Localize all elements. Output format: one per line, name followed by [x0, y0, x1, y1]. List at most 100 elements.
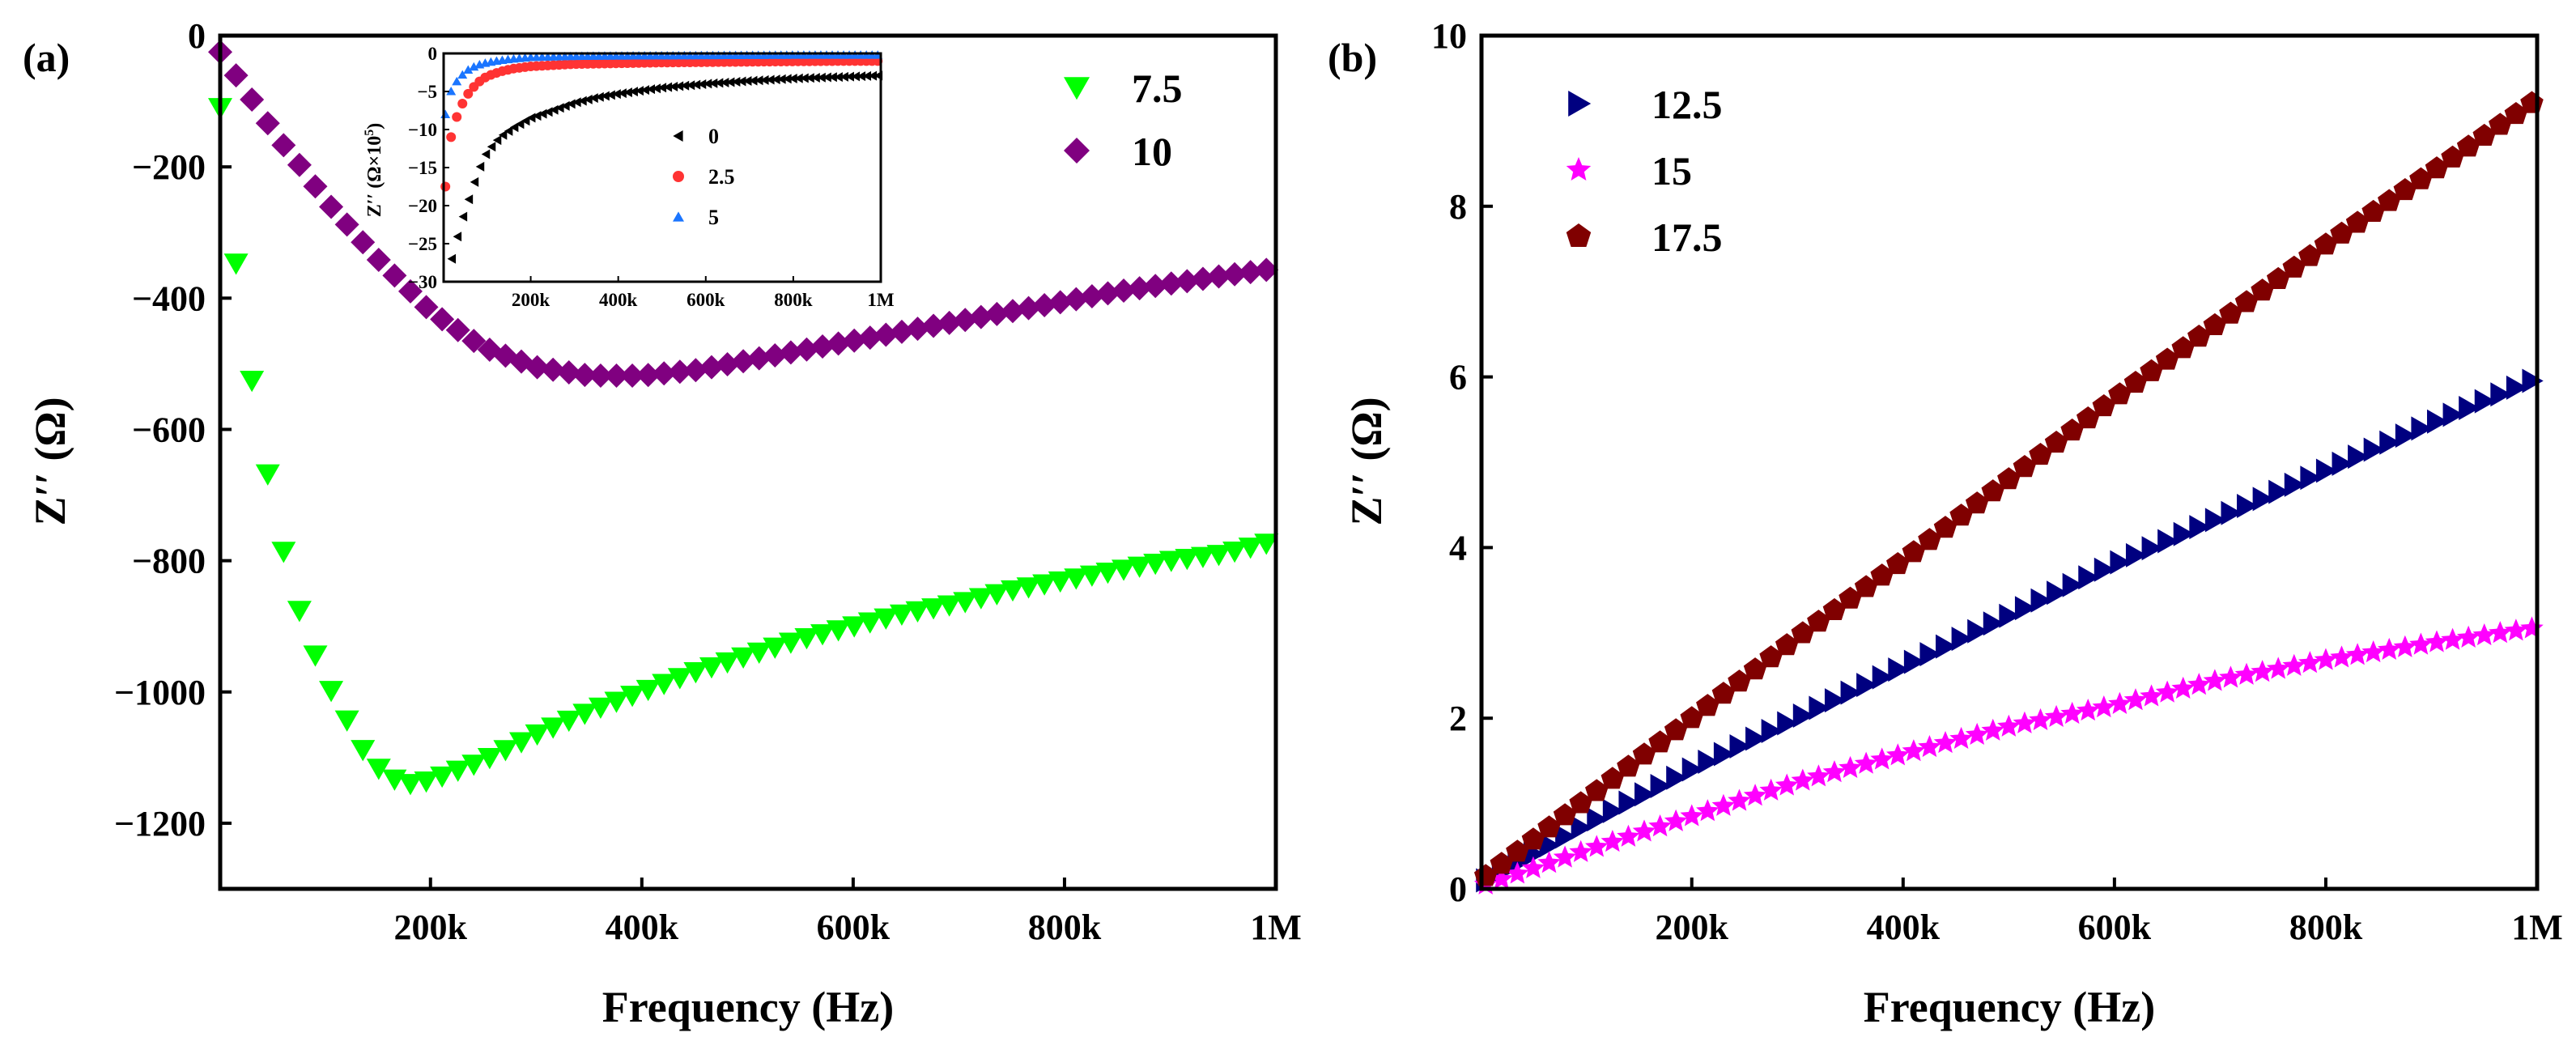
- data-point-10: [921, 313, 946, 338]
- legend-label-0: 0: [708, 125, 719, 148]
- data-point-17-5: [2155, 347, 2179, 370]
- data-point-7-5: [1095, 562, 1120, 584]
- data-point-10: [1079, 284, 1104, 309]
- data-point-12-5: [2379, 430, 2401, 455]
- data-point-17-5: [1822, 597, 1847, 621]
- data-point-0: [823, 72, 831, 83]
- data-point-15: [2013, 711, 2037, 733]
- data-point-0: [663, 82, 673, 92]
- data-point-17-5: [1537, 815, 1561, 838]
- data-point-7-5: [889, 604, 914, 627]
- legend-marker-15: [1566, 157, 1592, 181]
- panel-a-plot-frame: [218, 33, 1278, 891]
- y-tick-label: 4: [1449, 528, 1467, 567]
- data-point-10: [968, 304, 993, 329]
- data-point-17-5: [2187, 325, 2211, 347]
- panel-b-legend: 12.5 15 17.5: [1566, 82, 1723, 260]
- y-tick-label: −25: [408, 234, 437, 254]
- data-point-12-5: [2315, 458, 2338, 483]
- data-point-7-5: [857, 612, 882, 634]
- data-point-17-5: [2520, 91, 2544, 113]
- data-point-7-5: [842, 616, 867, 638]
- data-point-12-5: [2125, 542, 2148, 567]
- data-point-10: [414, 295, 439, 320]
- data-point-12-5: [2459, 396, 2480, 421]
- data-point-12-5: [1936, 634, 1958, 659]
- data-point-0: [475, 161, 485, 172]
- data-point-10: [303, 174, 328, 199]
- data-point-0: [868, 70, 878, 81]
- data-point-15: [1775, 773, 1799, 796]
- data-point-15: [1648, 814, 1672, 837]
- data-point-12-5: [2030, 588, 2052, 613]
- data-point-15: [2409, 632, 2433, 655]
- data-point-10: [1254, 257, 1279, 283]
- data-point-10: [240, 87, 265, 113]
- data-point-15: [1617, 824, 1640, 847]
- data-point-12-5: [1903, 649, 1926, 674]
- data-point-0: [862, 70, 872, 81]
- data-point-0: [578, 96, 587, 106]
- data-point-10: [1143, 274, 1168, 299]
- legend-label-2-5: 2.5: [708, 165, 735, 189]
- data-point-15: [2219, 665, 2242, 688]
- data-point-10: [223, 63, 249, 88]
- data-point-12-5: [2363, 437, 2385, 462]
- data-point-2-5: [457, 99, 468, 109]
- data-point-7-5: [255, 464, 280, 486]
- data-point-15: [1902, 739, 1926, 762]
- data-point-10: [1190, 266, 1215, 291]
- data-point-12-5: [1729, 733, 1751, 759]
- data-point-12-5: [1919, 642, 1941, 667]
- data-point-17-5: [1838, 586, 1862, 609]
- data-point-7-5: [541, 717, 566, 739]
- data-point-0: [731, 76, 741, 87]
- data-point-7-5: [1158, 550, 1184, 572]
- data-point-10: [810, 334, 835, 359]
- legend-marker-10: [1064, 138, 1090, 164]
- data-point-17-5: [1553, 803, 1577, 826]
- data-point-17-5: [2234, 290, 2259, 312]
- x-tick-label: 800k: [774, 290, 813, 310]
- data-point-7-5: [683, 662, 708, 684]
- panel-a-legend: 7.510: [1064, 66, 1183, 174]
- data-point-12-5: [2411, 416, 2433, 441]
- data-point-15: [1521, 856, 1545, 878]
- data-point-12-5: [2062, 572, 2084, 597]
- data-point-7-5: [731, 647, 756, 669]
- data-point-15: [1664, 809, 1688, 831]
- data-point-15: [2171, 676, 2195, 699]
- data-point-0: [760, 74, 769, 85]
- data-point-7-5: [1254, 533, 1279, 555]
- inset-chart: 200k 400k 600k 800k 1M 0 −5 −10 −15 −20 −25 −30 Z′′…: [363, 44, 895, 310]
- y-tick-label: −10: [408, 120, 437, 140]
- data-point-0: [708, 78, 718, 88]
- data-point-17-5: [1585, 779, 1609, 801]
- data-point-7-5: [1175, 549, 1200, 571]
- data-point-7-5: [1143, 554, 1168, 576]
- data-point-15: [2472, 623, 2497, 646]
- data-point-15: [2187, 673, 2211, 695]
- data-point-0: [481, 149, 491, 159]
- y-tick-label: 8: [1449, 187, 1467, 227]
- data-point-10: [604, 363, 629, 388]
- data-point-0: [504, 125, 513, 136]
- data-point-10: [1238, 260, 1263, 285]
- y-tick-label: −15: [408, 158, 437, 178]
- data-point-0: [777, 74, 786, 84]
- data-point-17-5: [1870, 563, 1894, 586]
- data-point-17-5: [2298, 244, 2322, 266]
- data-point-12-5: [2474, 389, 2496, 414]
- data-point-15: [1743, 784, 1767, 806]
- data-point-15: [1965, 722, 1989, 745]
- legend-label-15: 15: [1651, 148, 1692, 193]
- legend-label-10: 10: [1132, 129, 1172, 174]
- data-point-15: [2029, 708, 2052, 730]
- data-point-10: [937, 310, 962, 335]
- data-point-12-5: [1666, 765, 1688, 790]
- data-point-17-5: [2203, 312, 2227, 335]
- data-point-15: [1506, 861, 1529, 884]
- data-point-10: [1095, 281, 1120, 306]
- data-point-7-5: [588, 697, 613, 719]
- data-point-0: [555, 103, 564, 113]
